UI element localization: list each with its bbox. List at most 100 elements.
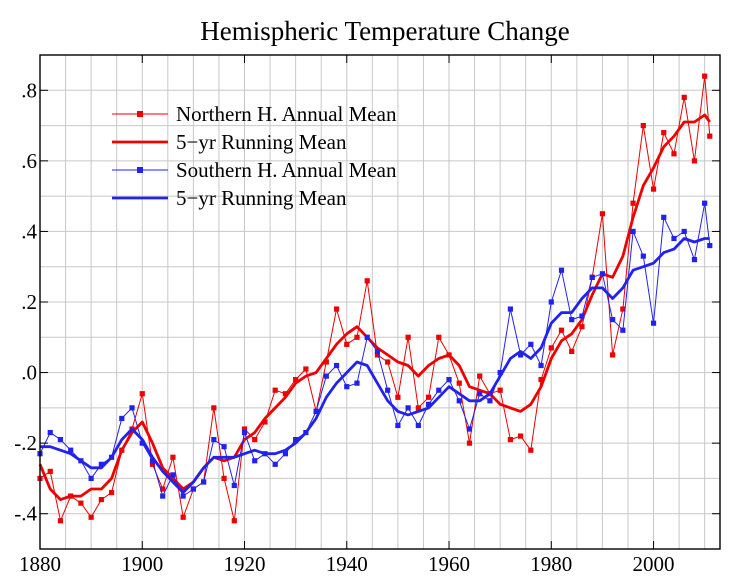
chart-title: Hemispheric Temperature Change [200, 16, 569, 46]
data-point-2 [180, 493, 186, 499]
data-point-0 [323, 359, 329, 365]
data-point-0 [170, 454, 176, 460]
x-tick-label: 2000 [633, 552, 675, 576]
y-tick-label: -.4 [14, 502, 37, 526]
data-point-2 [661, 214, 667, 220]
x-tick-label: 1980 [530, 552, 572, 576]
data-point-0 [98, 497, 104, 503]
series-line-3 [40, 237, 710, 494]
data-point-2 [589, 274, 595, 280]
data-point-0 [425, 394, 432, 400]
data-point-2 [691, 257, 698, 263]
data-point-2 [466, 426, 473, 432]
data-point-2 [405, 405, 411, 411]
data-point-2 [211, 437, 217, 443]
data-point-0 [548, 345, 554, 351]
data-point-0 [241, 426, 248, 432]
data-point-2 [385, 387, 391, 393]
data-point-0 [149, 461, 156, 467]
data-point-0 [610, 352, 616, 358]
data-point-2 [149, 458, 156, 464]
data-point-2 [681, 228, 687, 235]
data-point-2 [446, 377, 452, 383]
data-point-2 [374, 348, 381, 354]
data-point-0 [640, 122, 646, 129]
data-point-0 [436, 334, 442, 340]
grid-lines [39, 54, 720, 550]
data-point-2 [119, 415, 125, 422]
data-point-0 [650, 186, 657, 192]
data-point-2 [456, 398, 462, 404]
x-tick-label: 1940 [326, 552, 368, 576]
data-point-2 [477, 391, 483, 397]
data-point-0 [139, 391, 145, 397]
data-point-0 [538, 377, 544, 383]
data-point-0 [691, 158, 698, 164]
data-point-0 [364, 278, 370, 284]
y-tick-label: -.2 [14, 431, 37, 455]
x-tick-label: 1880 [19, 552, 61, 576]
data-point-2 [88, 475, 94, 482]
data-point-0 [497, 387, 503, 393]
data-point-0 [477, 373, 483, 379]
data-point-2 [231, 482, 237, 489]
data-point-2 [436, 387, 442, 393]
data-point-0 [88, 514, 94, 520]
data-point-0 [707, 133, 713, 139]
x-tick-label: 1900 [121, 552, 163, 576]
data-point-0 [599, 211, 606, 217]
data-point-2 [487, 398, 493, 404]
data-point-2 [599, 271, 606, 277]
data-point-0 [108, 489, 115, 496]
legend-marker [137, 111, 143, 117]
data-point-2 [313, 408, 319, 414]
data-point-0 [661, 130, 667, 136]
data-point-0 [507, 437, 513, 443]
data-point-0 [211, 405, 217, 411]
data-point-2 [68, 447, 74, 453]
data-point-0 [569, 348, 575, 354]
data-point-0 [252, 437, 258, 443]
data-point-2 [538, 362, 544, 369]
x-tick-label: 1960 [428, 552, 470, 576]
y-tick-label: .4 [21, 219, 37, 243]
data-point-2 [354, 380, 360, 386]
legend-label: Southern H. Annual Mean [176, 158, 397, 182]
data-point-2 [333, 362, 340, 369]
legend-label: 5−yr Running Mean [176, 186, 347, 210]
data-point-0 [702, 73, 708, 79]
data-point-2 [201, 479, 207, 485]
data-point-0 [374, 352, 381, 358]
data-point-2 [620, 327, 626, 333]
data-point-2 [282, 451, 289, 457]
data-point-0 [57, 518, 64, 524]
data-point-2 [425, 401, 432, 407]
data-point-0 [579, 324, 585, 330]
x-tick-label: 1920 [224, 552, 266, 576]
data-point-0 [221, 475, 227, 482]
data-point-0 [303, 366, 309, 372]
y-tick-label: .6 [21, 149, 37, 173]
data-point-2 [160, 493, 166, 499]
data-point-2 [241, 429, 248, 436]
data-point-0 [558, 327, 565, 333]
y-tick-label: .2 [21, 290, 37, 314]
data-point-2 [707, 242, 713, 249]
data-point-2 [702, 200, 708, 206]
data-point-0 [293, 377, 299, 383]
data-point-2 [129, 405, 135, 411]
data-point-0 [354, 334, 360, 340]
data-point-2 [630, 228, 636, 235]
legend: Northern H. Annual Mean 5−yr Running Mean… [112, 102, 397, 210]
data-point-2 [364, 334, 370, 340]
data-point-2 [497, 369, 503, 376]
data-point-2 [415, 422, 421, 429]
data-point-2 [293, 437, 299, 443]
data-point-2 [610, 317, 616, 323]
y-tick-label: .8 [21, 78, 37, 102]
data-point-0 [415, 405, 421, 411]
data-point-2 [57, 437, 64, 443]
data-point-0 [466, 440, 473, 446]
data-point-0 [518, 433, 524, 439]
y-tick-label: .0 [21, 361, 37, 385]
